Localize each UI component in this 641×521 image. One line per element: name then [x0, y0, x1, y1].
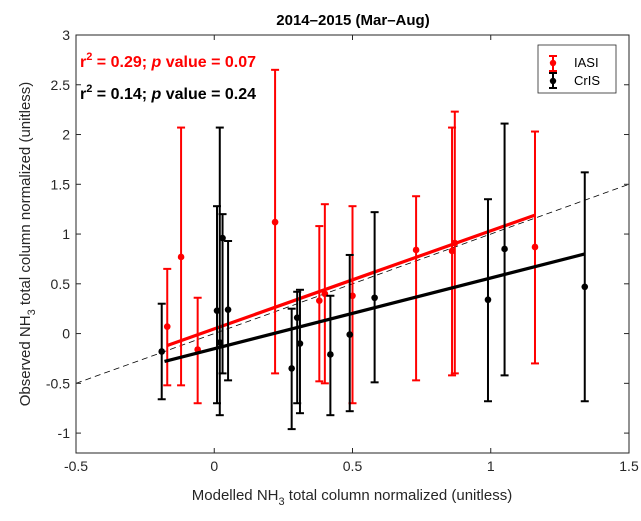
legend-iasi-marker-icon: [549, 59, 557, 67]
legend: IASI CrIS: [537, 44, 617, 94]
y-tick-label: 2: [62, 127, 70, 143]
x-tick-label: 0: [210, 458, 218, 474]
cris-stat-p-rest: value = 0.24: [161, 86, 256, 103]
legend-entry-iasi: IASI: [549, 55, 599, 72]
cris-fit-line: [164, 252, 586, 363]
chart-title: 2014–2015 (Mar–Aug): [276, 12, 429, 29]
cris-point: [484, 296, 492, 304]
x-axis-label-post: total column normalized (unitless): [285, 487, 513, 504]
cris-point: [219, 234, 226, 242]
y-tick-label: 2.5: [51, 77, 71, 93]
x-axis-label: Modelled NH3 total column normalized (un…: [192, 487, 512, 508]
iasi-point: [163, 323, 171, 330]
iasi-stat-p: p: [151, 54, 162, 71]
iasi-point: [177, 253, 185, 261]
cris-stat-sup: 2: [86, 83, 92, 95]
y-tick-label: -0.5: [46, 375, 70, 391]
y-tick-label: 0.5: [51, 276, 71, 292]
x-tick-label: -0.5: [64, 458, 88, 474]
cris-point: [293, 314, 301, 321]
cris-point: [288, 365, 295, 372]
iasi-stat-sup: 2: [86, 51, 92, 63]
y-axis-label-sub: 3: [26, 309, 38, 315]
y-axis-label-pre: Observed NH: [17, 315, 34, 406]
cris-point: [158, 348, 166, 355]
cris-point: [346, 331, 354, 338]
plot-area: [75, 34, 630, 454]
cris-stat-label: r2 = 0.14; p value = 0.24: [80, 83, 256, 103]
series-iasi: [163, 68, 539, 405]
cris-stat-rest: = 0.14;: [92, 86, 151, 103]
legend-iasi-label: IASI: [574, 55, 599, 70]
cris-point: [581, 283, 589, 291]
x-axis-label-pre: Modelled NH: [192, 487, 279, 504]
iasi-point: [412, 246, 420, 254]
y-tick-label: -1: [58, 425, 71, 441]
cris-point: [501, 245, 508, 253]
x-tick-label: 0.5: [343, 458, 363, 474]
x-axis-label-sub: 3: [279, 496, 285, 508]
cris-point: [296, 340, 304, 347]
y-tick-label: 1: [62, 226, 70, 242]
x-tick-label: 1.5: [619, 458, 639, 474]
cris-point: [371, 294, 378, 302]
x-axis: -0.5 0 0.5 1 1.5: [64, 35, 639, 474]
legend-cris-label: CrIS: [574, 73, 600, 88]
cris-point: [327, 351, 334, 358]
y-tick-label: 3: [62, 27, 70, 43]
legend-entry-cris: CrIS: [549, 72, 600, 89]
y-axis-label: Observed NH3 total column normalized (un…: [17, 82, 38, 407]
y-axis-label-post: total column normalized (unitless): [17, 82, 34, 310]
x-tick-label: 1: [487, 458, 495, 474]
y-tick-label: 1.5: [51, 176, 71, 192]
iasi-point: [448, 247, 456, 255]
cris-stat-r: r: [80, 86, 86, 103]
series-layer: [157, 68, 589, 431]
iasi-point: [531, 243, 539, 251]
iasi-stat-label: r2 = 0.29; p value = 0.07: [80, 51, 256, 71]
iasi-point: [316, 297, 323, 305]
iasi-stat-r: r: [80, 54, 86, 71]
series-cris: [157, 122, 589, 431]
iasi-point: [271, 218, 279, 226]
legend-cris-marker-icon: [549, 77, 557, 85]
iasi-stat-rest: = 0.29;: [92, 54, 151, 71]
y-axis: -1 -0.5 0 0.5 1 1.5 2 2.5 3: [46, 27, 629, 441]
cris-point: [216, 339, 224, 346]
iasi-point: [349, 292, 356, 300]
legend-box: [537, 44, 617, 94]
y-tick-label: 0: [62, 326, 70, 342]
cris-stat-p: p: [151, 86, 162, 103]
cris-point: [224, 306, 232, 313]
cris-point: [213, 307, 221, 314]
iasi-stat-p-rest: value = 0.07: [161, 54, 256, 71]
